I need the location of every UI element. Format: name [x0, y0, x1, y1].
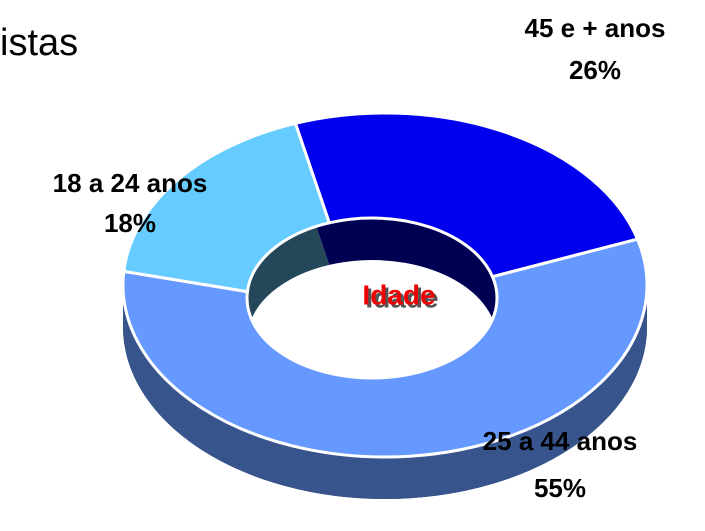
segment: [122, 121, 332, 294]
labels: 45 e + anos 26% 25 a 44 anos 55% 18 a 24 ano…: [53, 13, 666, 503]
center-label: Idade: [362, 279, 435, 310]
center-label-shadow: Idade: [365, 282, 438, 313]
segment: [121, 237, 649, 459]
category-label: 25 a 44 anos: [483, 426, 638, 456]
chart-title: istas: [0, 22, 78, 64]
category-label: 18 a 24 anos: [53, 168, 208, 198]
segment: [293, 111, 640, 279]
value-label: 18%: [104, 208, 156, 238]
segment-side: [123, 285, 647, 499]
donut: [121, 111, 649, 500]
category-label: 45 e + anos: [525, 13, 666, 43]
value-label: 55%: [534, 473, 586, 503]
value-label: 26%: [569, 55, 621, 85]
